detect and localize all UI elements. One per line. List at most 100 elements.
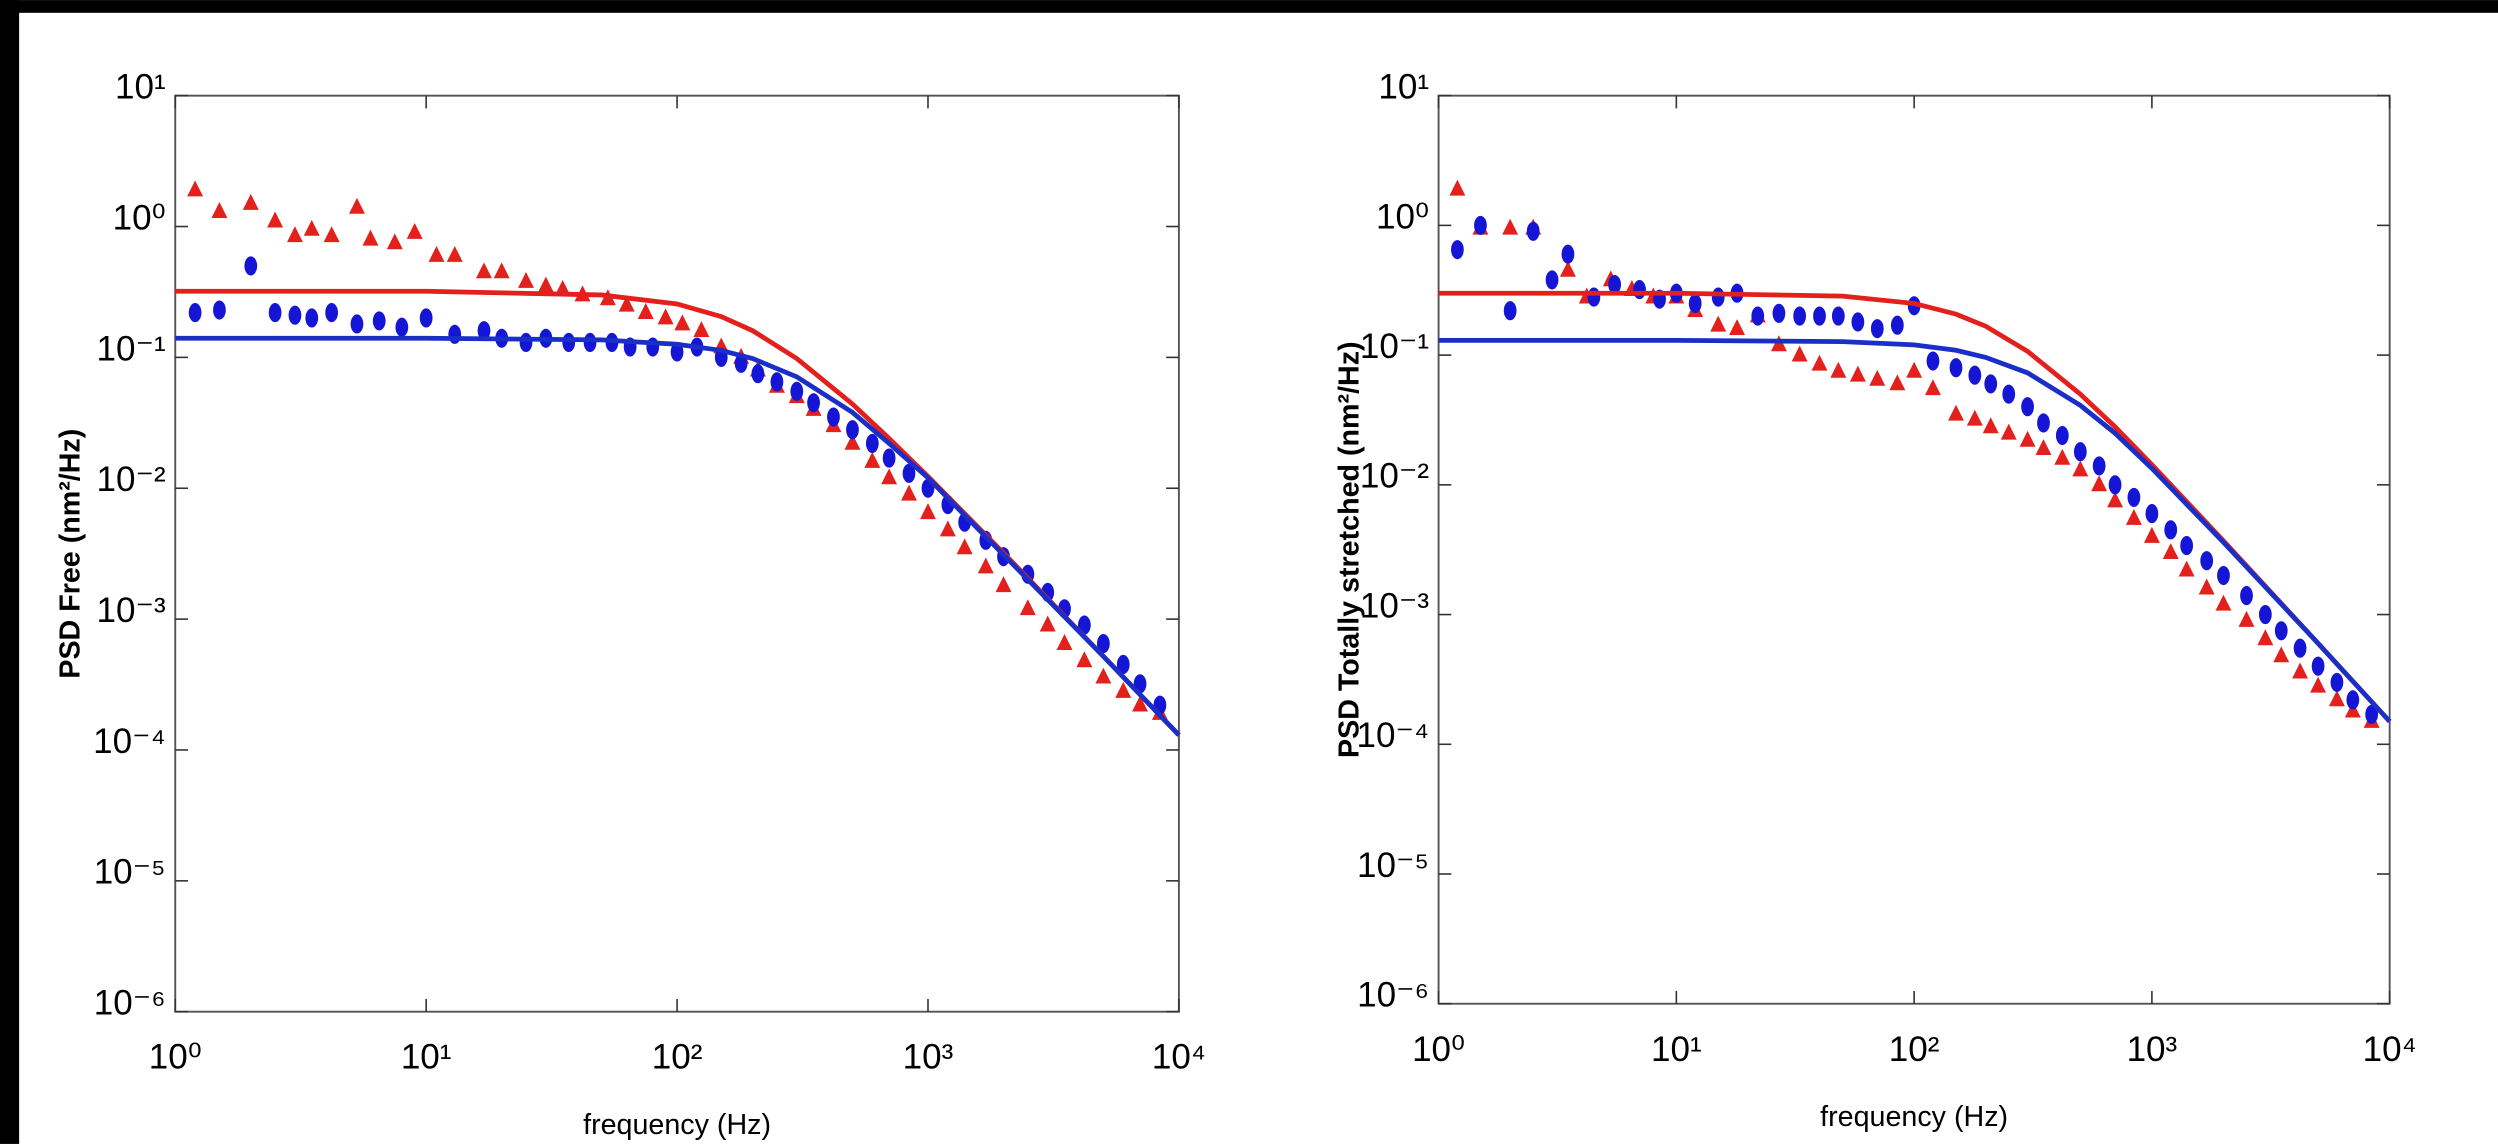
x-axis-label: frequency (Hz) [583,1109,771,1141]
data-point [1926,351,1940,371]
data-point [920,503,936,520]
y-tick-label: 10⁻⁶ [1357,976,1429,1015]
data-point [2000,423,2017,440]
y-tick-label: 10⁻⁴ [93,722,166,761]
data-point [476,262,492,279]
x-tick-label: 10⁴ [1152,1038,1206,1077]
data-point [1545,270,1559,290]
data-point [2274,621,2288,641]
data-point [1503,301,1517,321]
data-point [1984,374,1998,394]
data-point [1056,634,1073,650]
x-tick-label: 10⁴ [2363,1030,2417,1069]
data-point [1870,319,1884,339]
data-point [1793,306,1807,326]
x-tick-label: 10¹ [1651,1030,1702,1069]
data-point [2178,560,2195,577]
data-point [305,308,319,328]
data-point [350,314,364,334]
data-point [844,433,861,450]
data-point [2108,475,2122,495]
data-point [2143,526,2160,543]
x-tick-label: 10³ [903,1038,954,1077]
y-tick-label: 10⁻¹ [97,329,166,368]
data-point [2257,629,2274,646]
data-point [2346,690,2360,710]
data-point [1096,634,1110,654]
data-point [657,308,674,325]
data-point [187,180,204,197]
data-point [670,342,684,362]
data-point [1077,615,1091,635]
border-left [0,0,20,1144]
data-point [1772,303,1786,323]
data-point [1132,695,1149,712]
data-point [2180,536,2194,556]
data-point [1890,315,1904,335]
data-point [637,303,654,319]
y-tick-label: 10⁻⁶ [94,984,166,1023]
data-point [188,303,202,323]
data-point [1869,369,1886,386]
data-point [2292,662,2309,679]
data-point [881,468,898,485]
data-point [286,226,303,243]
data-point [2273,646,2290,663]
data-point [1830,361,1847,378]
data-point [1948,404,1964,421]
y-tick-label: 10⁻⁴ [1357,716,1430,755]
data-point [2107,491,2124,508]
data-point [618,295,635,312]
data-point [288,305,302,325]
data-point [1729,319,1746,336]
data-point [864,451,881,468]
data-point [1968,365,1982,385]
data-point [1608,274,1621,295]
data-point [2328,690,2345,707]
x-tick-label: 10⁰ [149,1038,202,1077]
data-point [1813,306,1826,326]
data-point [751,364,765,384]
data-point [372,311,386,331]
data-point [1949,358,1963,378]
data-point [1451,240,1464,260]
data-point [2002,384,2016,404]
data-point [537,276,554,293]
data-point [1851,312,1865,332]
data-point [674,314,691,331]
y-tick-label: 10⁻¹ [1360,327,1429,366]
data-point [1095,667,1112,684]
data-point [2127,487,2141,507]
data-point [1849,365,1866,382]
data-point [977,557,994,574]
data-point [395,317,409,337]
panel: 10⁻⁶ 10⁻⁵ 10⁻⁴ 10⁻³ 10⁻² 10⁻¹ 10⁰ 10¹ 10⁰ 10¹ 10² 1… [54,68,1206,1141]
data-point [2037,413,2050,433]
data-point [2073,442,2087,462]
data-point [956,538,973,555]
data-point [493,262,510,279]
x-tick-label: 10¹ [401,1038,452,1077]
y-axis-label: PSD Free (nm²/Hz) [54,429,86,679]
y-tick-label: 10⁻² [1360,457,1429,496]
data-point [362,229,379,246]
data-point [323,226,340,243]
y-tick-label: 10⁰ [113,198,166,237]
data-point [1019,599,1036,616]
data-point [386,233,403,250]
data-point [2240,586,2253,606]
data-point [1115,681,1132,698]
data-point [428,245,445,262]
data-point [2293,638,2307,658]
plot-area [1437,94,2391,1005]
data-point [2125,508,2142,525]
data-point [1889,374,1906,391]
data-point [1474,215,1487,235]
data-point [1076,651,1093,668]
data-point [1633,280,1646,300]
data-point [1039,615,1056,632]
y-tick-label: 10¹ [115,68,166,107]
data-point [213,300,226,320]
data-point [1966,409,1983,426]
